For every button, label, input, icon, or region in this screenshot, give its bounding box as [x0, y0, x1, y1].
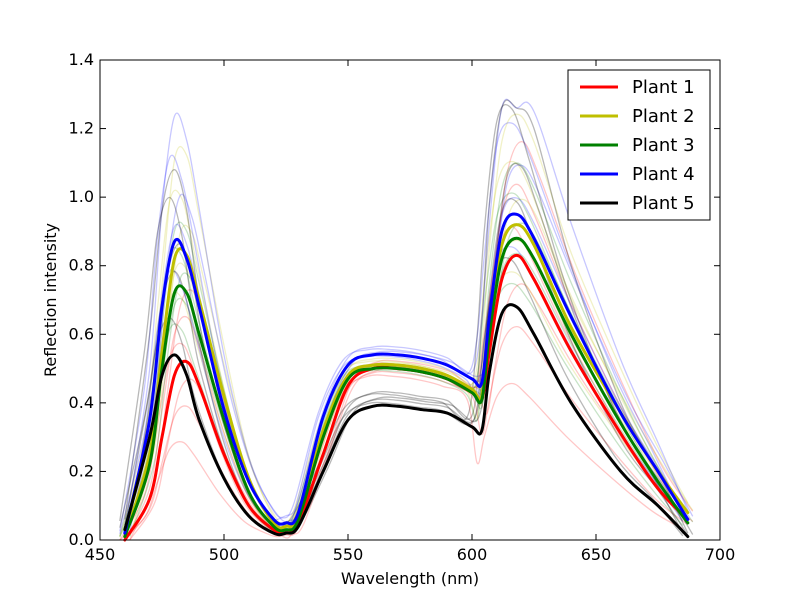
series-line — [123, 212, 690, 535]
sample-curve — [124, 113, 689, 536]
x-tick-label: 700 — [705, 545, 736, 564]
y-tick-label: 0.0 — [69, 530, 94, 549]
sample-curve — [119, 245, 684, 534]
y-axis-label: Reflection intensity — [41, 223, 60, 377]
legend-label: Plant 3 — [632, 135, 695, 156]
y-tick-label: 1.4 — [69, 50, 94, 69]
sample-curve — [119, 374, 684, 541]
legend: Plant 1 Plant 2 Plant 3 Plant 4 Plant 5 — [567, 69, 711, 221]
y-tick-label: 1.2 — [69, 119, 94, 138]
x-tick-label: 450 — [85, 545, 116, 564]
sample-curve — [129, 222, 694, 537]
legend-label: Plant 2 — [632, 106, 695, 127]
sample-curve — [124, 325, 689, 541]
sample-curve — [129, 164, 694, 533]
x-tick-label: 500 — [209, 545, 240, 564]
sample-curve — [129, 283, 694, 541]
x-tick-label: 650 — [581, 545, 612, 564]
plant-series-lines — [123, 212, 690, 542]
y-tick-label: 0.8 — [69, 256, 94, 275]
series-line — [123, 236, 690, 539]
sample-curve — [119, 256, 684, 537]
sample-curve — [124, 198, 689, 536]
sample-curve — [124, 99, 689, 534]
axis-ticks — [99, 59, 721, 541]
x-tick-label: 600 — [457, 545, 488, 564]
x-tick-labels: 450 500 550 600 650 700 — [85, 545, 736, 564]
x-axis-label: Wavelength (nm) — [341, 569, 479, 588]
sample-curve — [119, 160, 684, 537]
x-tick-label: 550 — [333, 545, 364, 564]
y-tick-label: 0.4 — [69, 393, 94, 412]
y-tick-label: 0.2 — [69, 461, 94, 480]
sample-curve — [124, 98, 689, 531]
y-tick-label: 0.6 — [69, 324, 94, 343]
legend-label: Plant 5 — [632, 193, 695, 214]
sample-curve — [119, 122, 684, 532]
plot-frame — [99, 59, 721, 541]
legend-label: Plant 4 — [632, 164, 695, 185]
sample-curve — [119, 103, 684, 535]
legend-label: Plant 1 — [632, 77, 695, 98]
series-line — [123, 303, 690, 539]
y-tick-labels: 0.0 0.2 0.4 0.6 0.8 1.0 1.2 1.4 — [69, 50, 94, 549]
y-tick-label: 1.0 — [69, 187, 94, 206]
